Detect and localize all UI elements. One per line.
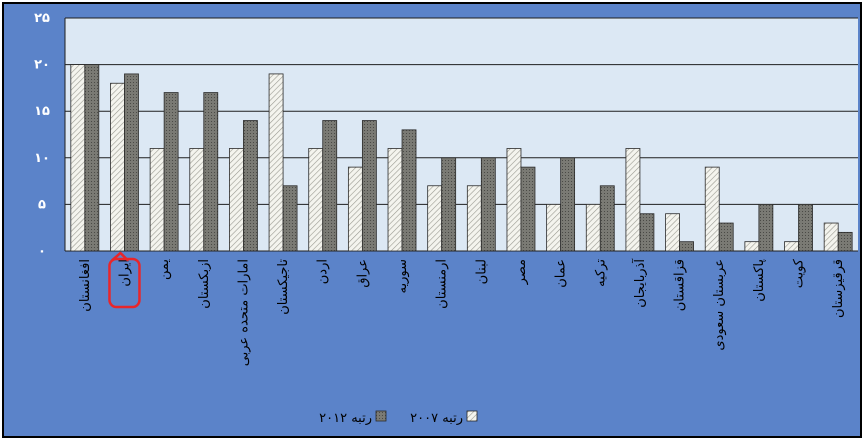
bar-2012 [718, 222, 734, 252]
bar-2012 [203, 92, 219, 252]
y-tick-label: ۱۵ [34, 104, 50, 119]
bar-chart: ۰ ۵ ۱۰ ۱۵ ۲۰ ۲۵ افغانستان ایران یمن ازبکستان امار… [34, 11, 858, 426]
bar-2012 [401, 129, 417, 252]
x-tick-label: ارمنستان [435, 259, 450, 309]
x-tick-label: افغانستان [78, 259, 93, 312]
y-tick-label: ۱۰ [34, 151, 50, 166]
x-tick-label: سوریه [395, 259, 410, 293]
bar-2012 [322, 120, 338, 252]
bar-2007 [110, 82, 125, 252]
bar-2007 [466, 185, 482, 252]
bar-2012 [837, 231, 853, 252]
bar-2012 [282, 185, 298, 252]
plot-area [65, 18, 858, 251]
x-tick-label: پاکستان [752, 259, 767, 302]
y-tick-label: ۲۰ [34, 58, 50, 73]
x-tick-label: ترکیه [593, 259, 608, 287]
bar-2007 [744, 241, 760, 252]
bar-2007 [268, 73, 284, 252]
bar-2012 [84, 64, 100, 252]
legend-swatch-bar-2007 [466, 410, 478, 422]
bar-2007 [189, 148, 205, 252]
y-axis-ticks: ۰ ۵ ۱۰ ۱۵ ۲۰ ۲۵ [34, 11, 50, 259]
bar-2012 [124, 73, 139, 252]
highlight-arrow [111, 251, 129, 262]
x-tick-label: لبنان [474, 259, 489, 284]
bar-2012 [639, 213, 655, 252]
bar-2012 [798, 203, 813, 252]
bar-2007 [823, 222, 839, 252]
bar-2012 [480, 157, 496, 252]
x-tick-label: یمن [157, 259, 172, 280]
bar-2007 [585, 203, 601, 252]
bar-2012 [520, 166, 536, 252]
bar-2007 [546, 203, 562, 252]
x-tick-label: عراق [355, 259, 370, 288]
y-tick-label: ۰ [38, 244, 46, 259]
legend: رتبه ۲۰۰۷ رتبه ۲۰۱۲ [319, 410, 478, 426]
bars [70, 64, 853, 252]
x-tick-label: امارات متحده عربی [236, 259, 251, 366]
bar-2012 [361, 120, 377, 252]
legend-label-bar-2012: رتبه ۲۰۱۲ [319, 411, 372, 426]
bar-2007 [704, 166, 720, 252]
x-tick-label: ایران [117, 259, 132, 287]
x-tick-label: کویت [792, 258, 807, 288]
x-tick-label: اردن [316, 259, 331, 284]
x-tick-label: عربستان سعودی [712, 259, 727, 351]
bar-2007 [784, 241, 799, 252]
x-tick-label: عمان [554, 259, 569, 288]
bar-2012 [560, 157, 576, 252]
bar-2007 [625, 148, 641, 252]
bar-2007 [70, 64, 86, 252]
x-tick-label: قرقیزستان [831, 259, 846, 318]
x-tick-label: آذربایجان [631, 258, 648, 308]
y-tick-label: ۵ [38, 197, 46, 212]
bar-2007 [665, 213, 680, 252]
bar-2007 [308, 148, 324, 252]
x-tick-label: قزاقستان [673, 259, 688, 311]
bar-2012 [679, 241, 694, 252]
bar-2007 [149, 148, 165, 252]
highlight-marker [108, 251, 141, 309]
bar-2007 [387, 148, 403, 252]
x-tick-label: تاجیکستان [276, 259, 291, 315]
y-tick-label: ۲۵ [34, 11, 50, 26]
x-tick-label: مصر [514, 259, 529, 285]
bar-2012 [758, 203, 774, 252]
legend-label-bar-2007: رتبه ۲۰۰۷ [410, 411, 463, 426]
bar-2007 [229, 148, 244, 252]
bar-2012 [163, 92, 179, 252]
bar-2012 [441, 157, 457, 252]
highlight-box [108, 257, 141, 309]
legend-swatch-bar-2012 [375, 410, 387, 422]
chart-frame: ۰ ۵ ۱۰ ۱۵ ۲۰ ۲۵ افغانستان ایران یمن ازبکستان امار… [2, 2, 862, 438]
bar-2007 [427, 185, 443, 252]
x-tick-label: ازبکستان [197, 259, 212, 309]
x-axis-ticks: افغانستان ایران یمن ازبکستان امارات متحده عر… [78, 258, 846, 367]
bar-2007 [347, 166, 363, 252]
bar-2007 [506, 148, 522, 252]
bar-2012 [243, 120, 258, 252]
bar-2012 [599, 185, 615, 252]
